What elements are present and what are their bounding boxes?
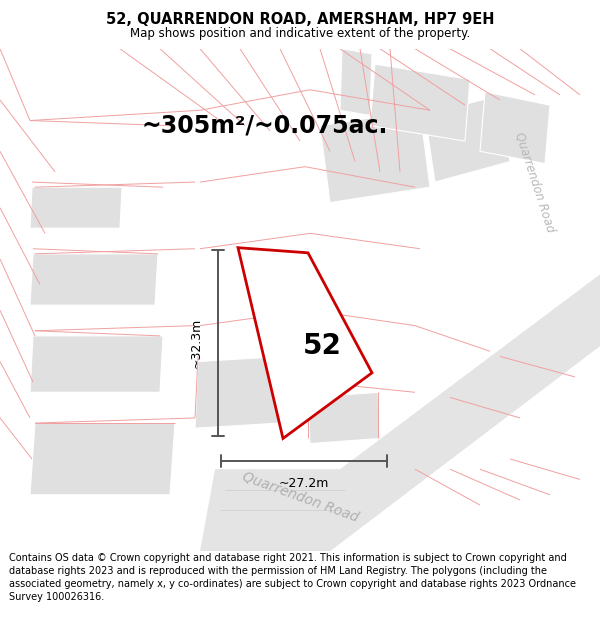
Polygon shape bbox=[238, 248, 372, 439]
Polygon shape bbox=[30, 423, 175, 495]
Text: 52, QUARRENDON ROAD, AMERSHAM, HP7 9EH: 52, QUARRENDON ROAD, AMERSHAM, HP7 9EH bbox=[106, 12, 494, 27]
Polygon shape bbox=[320, 110, 430, 202]
Polygon shape bbox=[370, 64, 470, 141]
Text: ~27.2m: ~27.2m bbox=[279, 477, 329, 490]
Text: 52: 52 bbox=[302, 332, 341, 360]
Polygon shape bbox=[200, 274, 600, 551]
Polygon shape bbox=[340, 49, 372, 116]
Text: Quarrendon Road: Quarrendon Road bbox=[240, 469, 360, 524]
Polygon shape bbox=[30, 254, 158, 305]
Polygon shape bbox=[30, 336, 163, 392]
Polygon shape bbox=[308, 392, 380, 444]
Polygon shape bbox=[480, 92, 550, 164]
Text: Map shows position and indicative extent of the property.: Map shows position and indicative extent… bbox=[130, 27, 470, 40]
Polygon shape bbox=[195, 356, 283, 428]
Text: ~32.3m: ~32.3m bbox=[190, 318, 203, 368]
Text: Quarrendon Road: Quarrendon Road bbox=[512, 130, 557, 234]
Text: Contains OS data © Crown copyright and database right 2021. This information is : Contains OS data © Crown copyright and d… bbox=[9, 552, 576, 602]
Polygon shape bbox=[30, 188, 122, 228]
Polygon shape bbox=[425, 95, 510, 182]
Text: ~305m²/~0.075ac.: ~305m²/~0.075ac. bbox=[142, 114, 388, 138]
